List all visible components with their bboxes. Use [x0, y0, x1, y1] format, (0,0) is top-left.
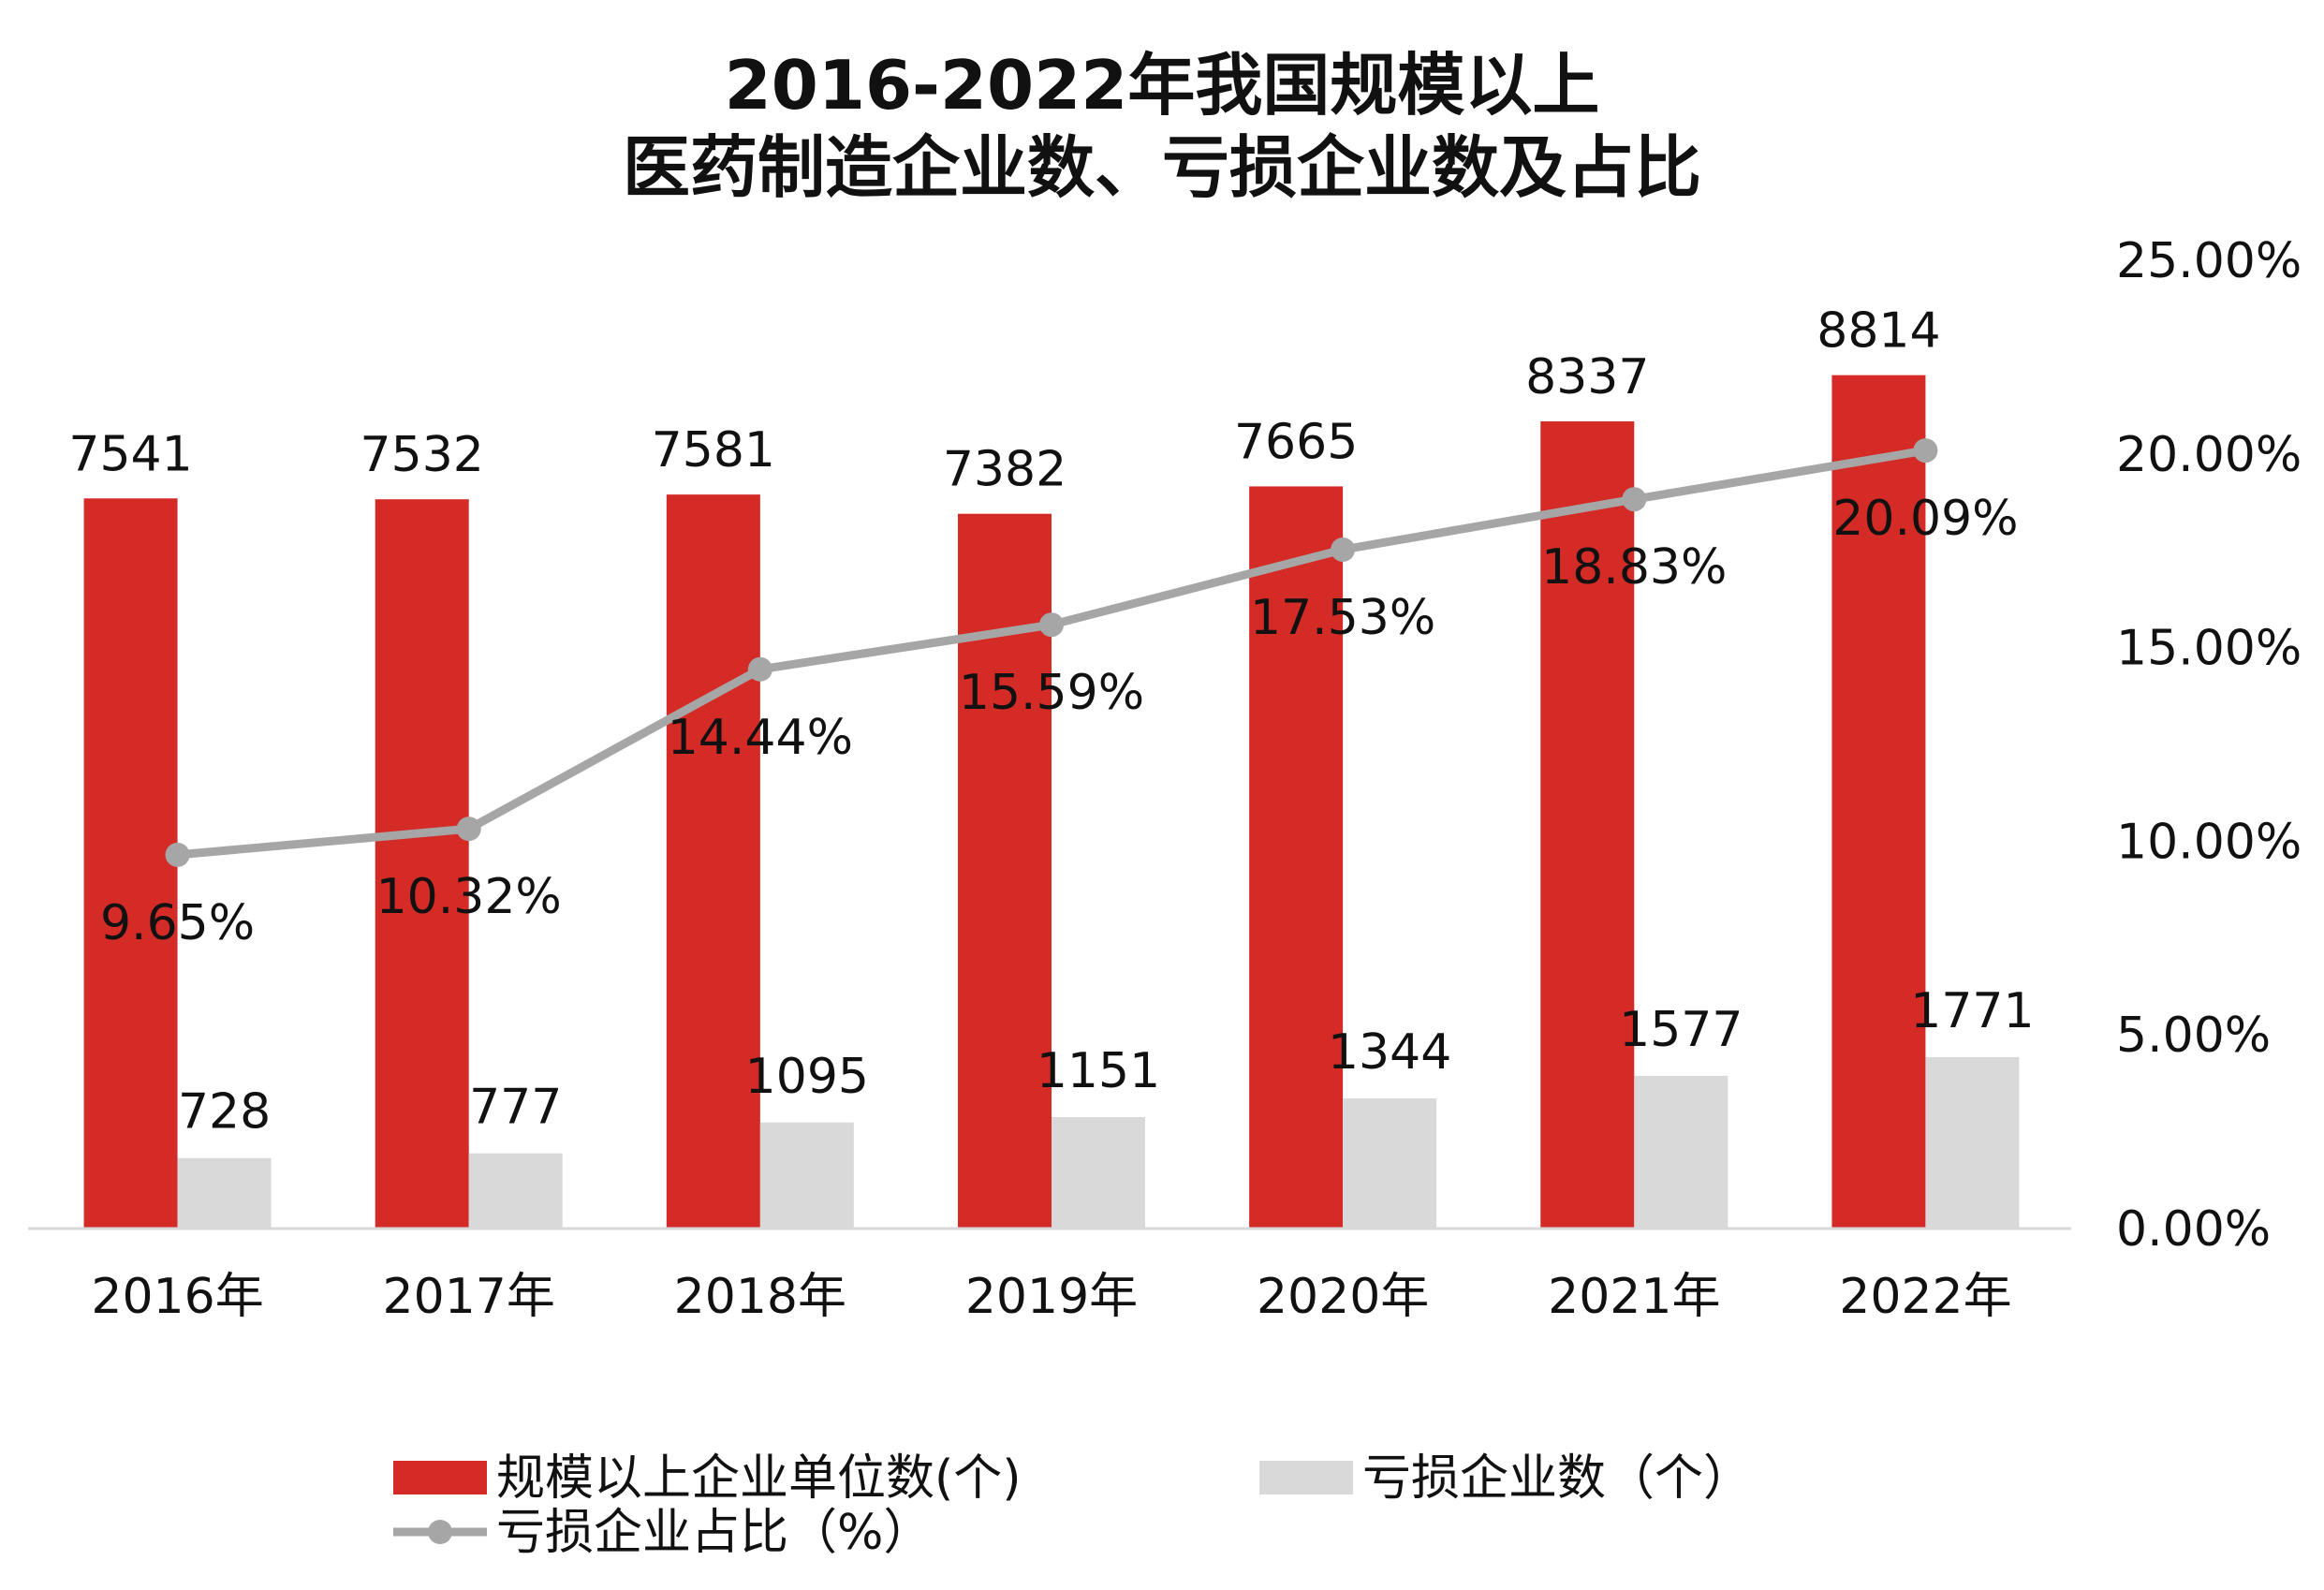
bar-loss-1: [468, 1153, 563, 1229]
data-label-total-5: 8337: [1525, 349, 1649, 405]
legend: 规模以上企业单位数(个) 亏损企业数（个） 亏损企业占比（%）: [393, 1450, 1752, 1561]
right-y-tick-label-0: 0.00%: [2116, 1201, 2271, 1258]
bar-total-6: [1831, 375, 1926, 1229]
ratio-point-1: [456, 817, 481, 842]
right-y-axis-ticks: 0.00% 5.00% 10.00% 15.00% 20.00% 25.00%: [2116, 233, 2302, 1258]
bar-loss-5: [1634, 1075, 1728, 1229]
ratio-point-6: [1913, 438, 1938, 464]
data-label-ratio-6: 20.09%: [1832, 491, 2018, 547]
x-tick-label-0: 2016年: [91, 1269, 263, 1325]
data-label-ratio-2: 14.44%: [668, 710, 853, 766]
data-label-loss-3: 1151: [1037, 1043, 1160, 1099]
legend-label-loss: 亏损企业数（个）: [1362, 1450, 1752, 1507]
x-tick-label-5: 2021年: [1548, 1269, 1720, 1325]
data-label-total-1: 7532: [360, 427, 484, 483]
legend-swatch-total: [393, 1461, 487, 1494]
legend-swatch-ratio-marker: [428, 1520, 452, 1544]
ratio-point-0: [165, 842, 190, 867]
data-label-loss-2: 1095: [745, 1049, 869, 1105]
series-loss-enterprises: [177, 1056, 2020, 1229]
data-label-loss-6: 1771: [1910, 983, 2034, 1039]
chart-title-line-1: 2016-2022年我国规模以上: [724, 46, 1600, 125]
right-y-tick-label-2: 10.00%: [2116, 814, 2302, 870]
legend-label-total: 规模以上企业单位数(个): [496, 1450, 1022, 1507]
data-labels: 7541 728 9.65% 7532 777 10.32% 7581 1095 14.44% 7…: [68, 303, 2034, 1141]
data-label-ratio-4: 17.53%: [1250, 590, 1435, 646]
series-loss-ratio: [165, 438, 1938, 867]
x-axis-ticks: 2016年 2017年 2018年 2019年 2020年 2021年 2022年: [91, 1269, 2011, 1325]
data-label-loss-5: 1577: [1619, 1002, 1743, 1058]
chart-title-line-2: 医药制造企业数、亏损企业数及占比: [622, 128, 1701, 207]
right-y-tick-label-4: 20.00%: [2116, 427, 2302, 483]
data-label-ratio-5: 18.83%: [1541, 539, 1727, 596]
data-label-ratio-3: 15.59%: [959, 665, 1144, 721]
x-tick-label-3: 2019年: [965, 1269, 1138, 1325]
bar-loss-2: [759, 1122, 854, 1229]
ratio-point-5: [1622, 487, 1647, 512]
legend-swatch-loss: [1259, 1461, 1353, 1494]
data-label-total-2: 7581: [652, 422, 775, 478]
right-y-tick-label-3: 15.00%: [2116, 621, 2302, 677]
ratio-point-3: [1039, 612, 1064, 638]
bar-loss-6: [1925, 1056, 2020, 1229]
bar-total-2: [666, 494, 760, 1229]
x-tick-label-4: 2020年: [1257, 1269, 1429, 1325]
data-label-total-6: 8814: [1817, 303, 1940, 360]
bar-total-1: [375, 499, 469, 1229]
x-tick-label-1: 2017年: [383, 1269, 555, 1325]
bar-loss-4: [1343, 1098, 1437, 1229]
data-label-total-3: 7382: [943, 442, 1066, 498]
data-label-total-0: 7541: [68, 426, 192, 482]
ratio-point-4: [1331, 537, 1356, 562]
x-tick-label-2: 2018年: [674, 1269, 846, 1325]
x-tick-label-6: 2022年: [1839, 1269, 2011, 1325]
right-y-tick-label-5: 25.00%: [2116, 233, 2302, 289]
data-label-loss-4: 1344: [1328, 1024, 1451, 1081]
series-total-enterprises: [83, 375, 1926, 1229]
data-label-loss-0: 728: [178, 1084, 271, 1141]
data-label-ratio-1: 10.32%: [376, 869, 562, 925]
bar-total-5: [1540, 420, 1635, 1229]
ratio-point-2: [747, 656, 772, 682]
bar-loss-0: [177, 1157, 272, 1229]
legend-label-ratio: 亏损企业占比（%）: [496, 1505, 932, 1561]
bar-total-0: [83, 498, 178, 1229]
bar-loss-3: [1052, 1116, 1145, 1229]
data-label-total-4: 7665: [1234, 414, 1358, 470]
bar-total-3: [958, 513, 1052, 1229]
bar-total-4: [1249, 486, 1344, 1229]
right-y-tick-label-1: 5.00%: [2116, 1008, 2271, 1064]
data-label-ratio-0: 9.65%: [100, 895, 255, 951]
data-label-loss-1: 777: [469, 1080, 562, 1136]
